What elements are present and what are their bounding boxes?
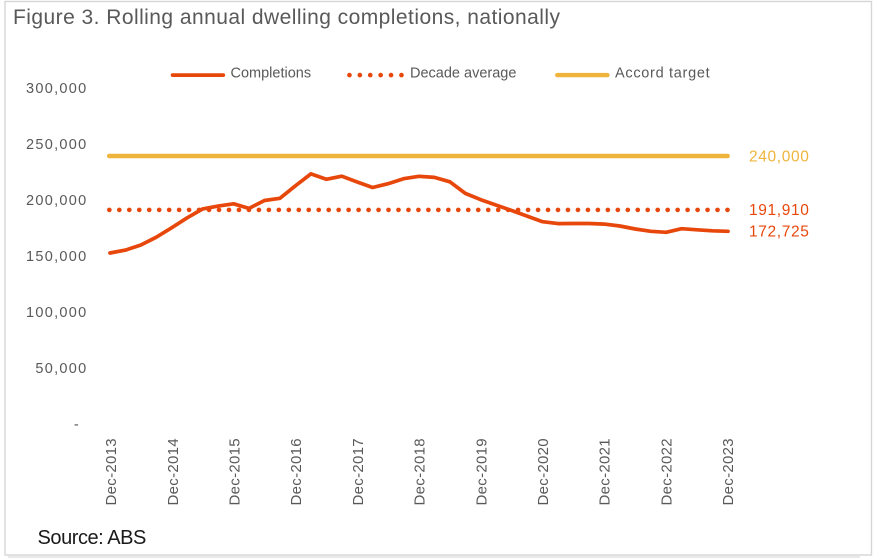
svg-text:Dec-2017: Dec-2017 <box>350 438 367 505</box>
svg-text:-: - <box>74 417 80 433</box>
svg-text:Figure 3. Rolling annual dwell: Figure 3. Rolling annual dwelling comple… <box>13 6 561 29</box>
svg-text:Dec-2022: Dec-2022 <box>658 438 675 505</box>
svg-text:Dec-2016: Dec-2016 <box>288 438 305 505</box>
svg-text:172,725: 172,725 <box>749 224 810 241</box>
svg-text:Decade average: Decade average <box>410 66 516 82</box>
svg-text:300,000: 300,000 <box>26 81 88 97</box>
svg-text:250,000: 250,000 <box>26 137 88 153</box>
svg-text:Completions: Completions <box>231 66 312 82</box>
svg-text:200,000: 200,000 <box>26 193 88 209</box>
svg-text:Dec-2014: Dec-2014 <box>165 438 182 505</box>
svg-text:240,000: 240,000 <box>749 148 810 165</box>
svg-text:Dec-2018: Dec-2018 <box>412 438 429 505</box>
svg-text:Dec-2020: Dec-2020 <box>535 438 552 505</box>
svg-text:Dec-2015: Dec-2015 <box>227 438 244 505</box>
svg-text:150,000: 150,000 <box>26 249 88 265</box>
svg-text:100,000: 100,000 <box>26 305 88 321</box>
svg-text:Dec-2023: Dec-2023 <box>720 438 737 505</box>
svg-text:Dec-2021: Dec-2021 <box>597 438 614 505</box>
svg-text:191,910: 191,910 <box>749 202 810 219</box>
svg-text:Source: ABS: Source: ABS <box>38 527 147 549</box>
svg-text:50,000: 50,000 <box>35 361 87 377</box>
svg-text:Dec-2019: Dec-2019 <box>473 438 490 505</box>
svg-text:Accord target: Accord target <box>615 66 710 82</box>
svg-text:Dec-2013: Dec-2013 <box>103 438 120 505</box>
